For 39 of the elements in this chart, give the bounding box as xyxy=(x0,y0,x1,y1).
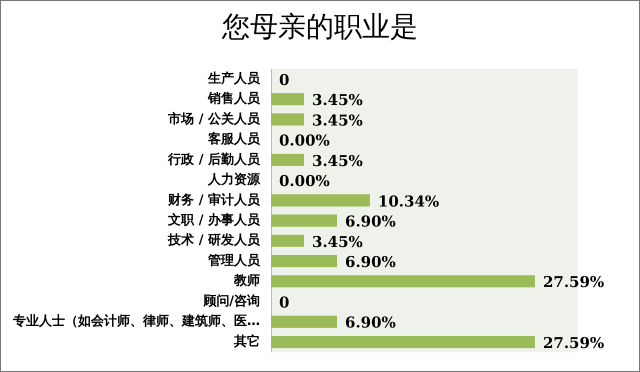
data-label: 0.00% xyxy=(279,172,330,190)
y-tick-label: 文职 / 办事人员 xyxy=(167,212,261,228)
data-label: 6.90% xyxy=(345,253,396,271)
bar xyxy=(271,154,304,166)
data-label: 10.34% xyxy=(378,192,440,210)
bar xyxy=(271,316,338,328)
y-tick-label: 生产人员 xyxy=(207,70,261,86)
y-tick-label: 其它 xyxy=(233,333,260,350)
data-label: 3.45% xyxy=(312,232,363,251)
data-label: 6.90% xyxy=(345,212,396,231)
chart-title: 您母亲的职业是 xyxy=(220,9,419,45)
y-tick-label: 财务 / 审计人员 xyxy=(167,192,261,208)
data-label: 0.00% xyxy=(279,132,330,150)
bar xyxy=(271,234,304,247)
bar xyxy=(271,93,304,106)
bar xyxy=(271,194,370,206)
bar xyxy=(271,275,535,288)
data-label: 3.45% xyxy=(312,91,363,110)
y-tick-label: 市场 / 公关人员 xyxy=(167,110,261,127)
y-tick-label: 专业人士（如会计师、律师、建筑师、医… xyxy=(12,313,260,330)
bar xyxy=(271,336,535,348)
bar xyxy=(271,255,338,268)
y-tick-label: 教师 xyxy=(233,274,260,289)
y-tick-label: 销售人员 xyxy=(207,92,261,107)
bar xyxy=(271,113,304,126)
y-tick-label: 顾问/咨询 xyxy=(202,294,260,309)
data-label: 6.90% xyxy=(345,314,396,332)
data-label: 27.59% xyxy=(542,334,604,352)
data-label: 0 xyxy=(279,70,290,89)
y-tick-label: 技术 / 研发人员 xyxy=(167,233,261,248)
data-label: 3.45% xyxy=(312,111,363,130)
y-tick-label: 行政 / 后勤人员 xyxy=(167,151,261,168)
y-tick-label: 管理人员 xyxy=(207,253,261,268)
y-tick-label: 客服人员 xyxy=(207,131,261,148)
data-label: 0 xyxy=(279,293,290,312)
data-label: 3.45% xyxy=(312,152,363,170)
y-tick-label: 人力资源 xyxy=(207,172,261,188)
data-label: 27.59% xyxy=(542,273,604,292)
bar xyxy=(271,214,338,227)
